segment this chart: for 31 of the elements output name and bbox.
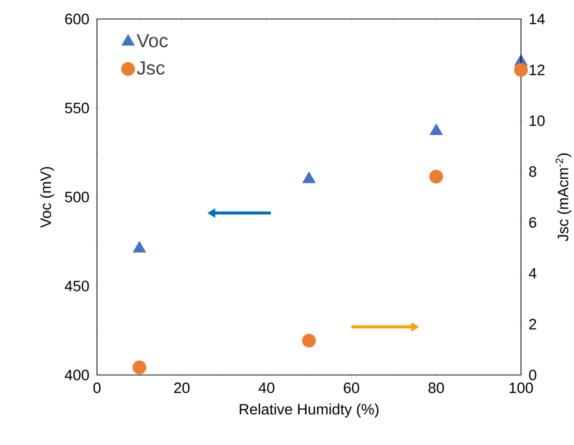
y2-axis-title: Jsc (mAcm$^{-2}$) [556,153,572,242]
x-tick-label: 0 [93,382,101,394]
y-axis-title: Voc (mV) [40,167,54,228]
x-axis-title: Relative Humidty (%) [240,404,378,418]
y-tick-label: 450 [64,280,89,292]
y2-tick-label: 2 [529,318,536,330]
x-tick-label: 60 [344,382,360,394]
y-tick-label: 400 [64,370,89,380]
x-tick-label: 80 [428,382,444,394]
y2-tick-label: 8 [529,166,536,177]
point [302,334,316,348]
y2-tick-label: 6 [529,217,536,228]
point [430,124,443,136]
y2-tick-label: 14 [530,14,545,24]
point [302,172,316,184]
point [429,170,444,184]
y2-tick-label: 4 [528,268,536,278]
point [514,62,528,77]
y-tick-label: 550 [65,102,89,114]
y2-tick-label: 0 [529,370,536,380]
y-tick-label: 500 [65,192,89,202]
y2-tick-label: 10 [530,115,545,126]
y-tick-label: 600 [65,14,89,24]
y2-tick-label: 12 [530,64,544,76]
x-tick-label: 20 [174,382,190,394]
point [132,241,146,253]
point [132,360,146,374]
legend-label: Jsc [136,61,165,75]
x-tick-label: 40 [258,382,274,394]
legend-label: Voc [136,34,168,48]
x-tick-label: 100 [510,382,533,394]
